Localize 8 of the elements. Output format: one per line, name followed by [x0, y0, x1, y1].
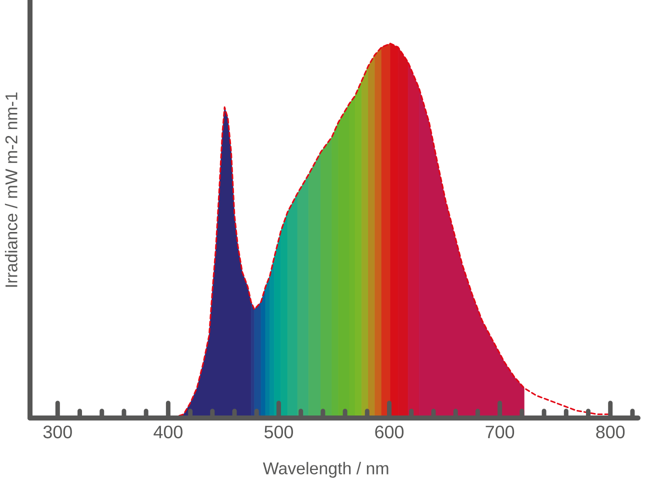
x-tick-label: 600	[375, 426, 404, 438]
x-tick-label: 700	[486, 426, 514, 438]
x-tick-label: 800	[596, 426, 625, 438]
x-tick-label: 300	[43, 426, 72, 438]
x-tick-label: 400	[154, 426, 182, 438]
x-axis-title: Wavelength / nm	[262, 462, 388, 478]
x-tick-label: 500	[264, 426, 293, 438]
y-axis-title: Irradiance / mW m-2 nm-1	[4, 92, 18, 287]
